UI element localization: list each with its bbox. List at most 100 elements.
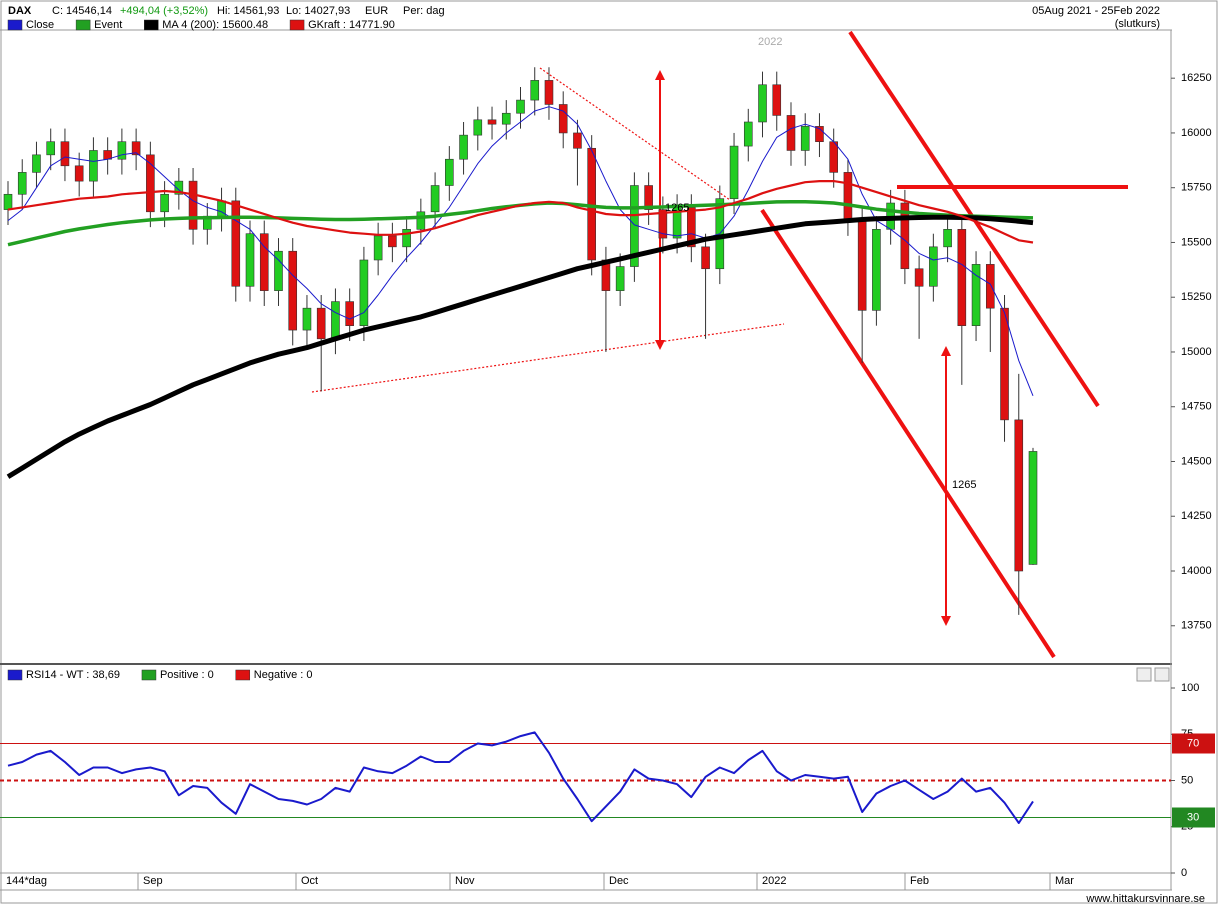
x-tick-label: Sep [143,875,163,887]
rsi-line [7,731,1034,824]
candle-body [445,158,454,186]
candle-body [174,180,184,195]
candle-body [1014,419,1024,572]
candle-body [701,246,710,270]
legend-swatch [7,19,23,31]
legend-swatch [141,669,157,681]
candle-body [943,229,952,248]
candle-body [274,250,283,291]
candle-body [587,147,596,261]
candle-body [786,115,796,151]
candle-body [331,301,340,340]
y-tick-label: 0 [1181,867,1187,879]
candle-body [772,84,782,116]
candle-body [316,307,326,340]
candle-body [544,80,554,105]
candle-body [758,84,767,123]
y-tick-label: 15000 [1181,346,1212,358]
y-tick-label: 14250 [1181,510,1212,522]
zoom-button[interactable] [1136,667,1152,682]
x-tick-label: Dec [609,875,629,887]
candle-body [359,259,369,326]
candle-body [89,150,98,182]
y-tick-label: 16250 [1181,72,1212,84]
candle-body [402,229,411,248]
y-tick-label: 14000 [1181,565,1212,577]
candle-body [302,307,312,331]
candle-body [46,141,56,156]
legend-label: Close [26,19,54,31]
candle-body [957,229,967,326]
series-line [7,180,1034,244]
annotation: 1265 [665,202,689,214]
candle-body [530,80,540,101]
candle-body [473,119,483,136]
annotation: 1265 [952,479,976,491]
candle-body [743,121,753,147]
low: Lo: 14027,93 [286,5,350,17]
candle-body [32,154,41,173]
y-tick-label: 15500 [1181,236,1212,248]
candle-body [345,301,354,326]
candle-body [729,145,739,199]
candle-body [146,154,155,213]
candle-body [929,246,938,287]
candle-body [74,165,84,182]
candle-body [829,141,838,173]
candle-body [914,268,924,287]
legend-swatch [75,19,91,31]
legend-label: Event [94,19,122,31]
legend-label: Negative : 0 [254,669,313,681]
candle-body [117,141,127,160]
candle-body [558,104,568,134]
candle-body [373,235,383,261]
y-tick-label: 16000 [1181,127,1212,139]
y-tick-label: 100 [1181,682,1199,694]
annotation: 2022 [758,36,782,48]
candle-body [971,264,981,326]
level-label: 30 [1187,811,1199,823]
candle-body [231,200,241,287]
legend-swatch [7,669,23,681]
candle-body [3,193,13,210]
currency: EUR [365,5,388,17]
candle-body [1028,451,1038,565]
candle-body [416,211,426,230]
legend-label: Positive : 0 [160,669,214,681]
candle-body [288,250,298,331]
x-tick-label: 2022 [762,875,786,887]
x-tick-label: Feb [910,875,929,887]
candle-body [900,202,910,270]
candle-body [131,141,141,156]
candle-body [516,99,525,114]
candle-body [188,180,198,230]
candle-body [245,233,255,287]
candle-body [815,126,824,143]
candle-body [573,132,582,149]
menu-button[interactable] [1154,667,1170,682]
level-box [1172,807,1215,828]
y-tick-label: 14750 [1181,401,1212,413]
trend-line [760,208,1056,659]
candle-body [259,233,269,291]
candle-body [872,229,881,311]
y-tick-label: 50 [1181,774,1193,786]
candle-body [985,264,995,309]
close: C: 14546,14 [52,5,112,17]
high: Hi: 14561,93 [217,5,279,17]
x-tick-label: Nov [455,875,475,887]
candle-body [430,185,440,213]
candle-body [615,266,625,291]
footer: www.hittakursvinnare.se [1085,893,1205,905]
y-tick-label: 14500 [1181,455,1212,467]
candle-body [17,172,27,195]
legend-label: GKraft : 14771.90 [308,19,395,31]
candle-body [843,172,853,221]
level-label: 70 [1187,737,1199,749]
price-type: (slutkurs) [1115,18,1160,30]
candle-body [487,119,497,125]
candle-body [658,209,668,239]
